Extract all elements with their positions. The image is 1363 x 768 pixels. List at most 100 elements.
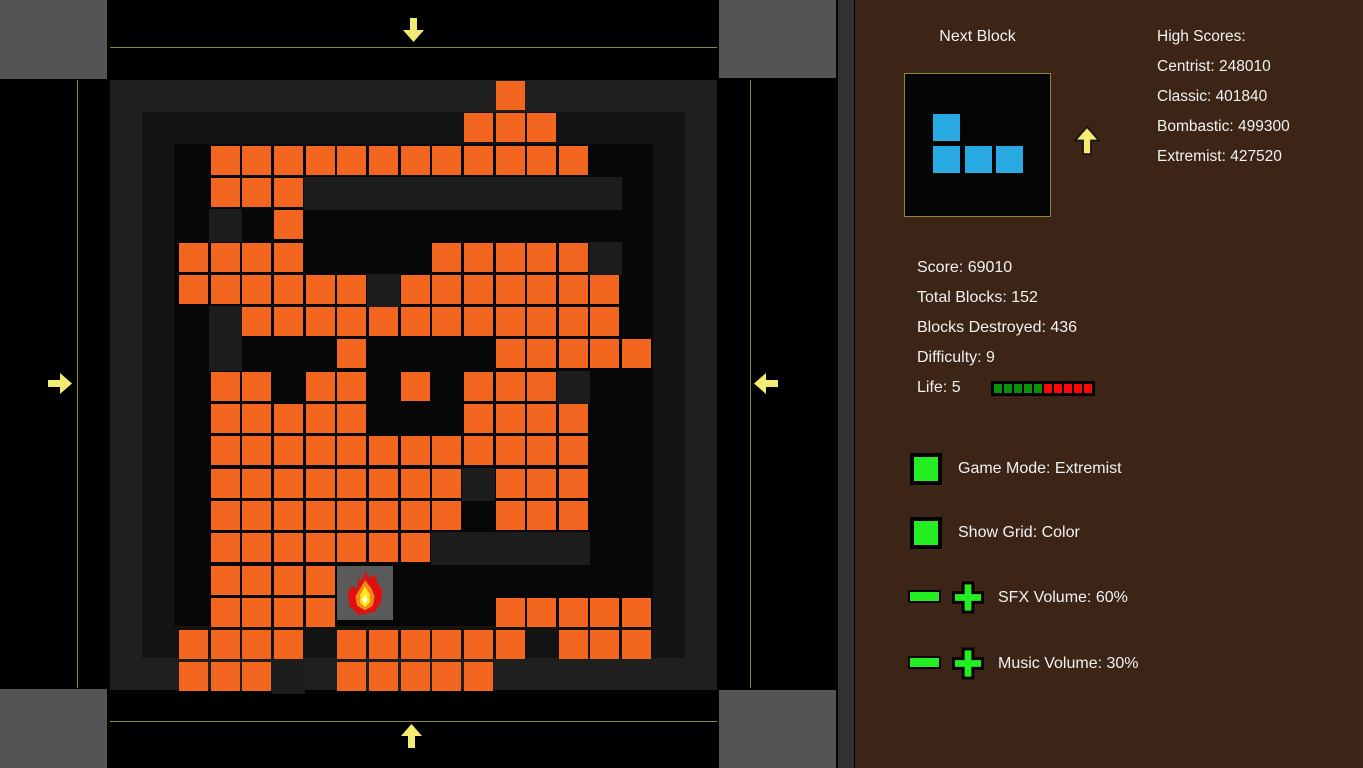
orange-block [527, 468, 557, 498]
music-volume-decrease-button[interactable] [908, 656, 941, 669]
orange-block [273, 597, 303, 627]
orange-block [368, 436, 398, 466]
orange-block [179, 274, 208, 304]
next-block-cell [933, 145, 960, 173]
orange-block [242, 500, 272, 530]
orange-block [179, 630, 208, 660]
orange-block [527, 371, 557, 401]
orange-block [368, 533, 398, 563]
empty-gray-cell [272, 661, 306, 695]
orange-block [400, 145, 430, 175]
empty-gray-cell [367, 176, 401, 210]
orange-block [273, 468, 303, 498]
orange-block [622, 630, 652, 660]
orange-block [527, 242, 557, 272]
sfx-volume-label: SFX Volume: 60% [998, 588, 1128, 606]
sfx-volume-increase-button[interactable] [951, 581, 985, 614]
orange-block [337, 630, 367, 660]
empty-gray-cell [367, 273, 401, 307]
orange-block [400, 371, 430, 401]
stat-total-blocks: Total Blocks: 152 [917, 289, 1038, 306]
orange-block [590, 597, 620, 627]
orange-block [400, 468, 430, 498]
music-volume-increase-button[interactable] [951, 647, 985, 680]
orange-block [463, 630, 493, 660]
game-mode-toggle-button[interactable] [910, 453, 942, 485]
orange-block [558, 500, 588, 530]
empty-gray-cell [494, 176, 527, 210]
empty-gray-cell [557, 532, 591, 566]
orange-block [368, 307, 398, 337]
orange-block [432, 662, 462, 692]
orange-block [305, 371, 335, 401]
sfx-volume-decrease-button[interactable] [908, 590, 941, 603]
orange-block [337, 500, 367, 530]
life-segment-full [1034, 384, 1042, 393]
life-segment-full [1024, 384, 1032, 393]
empty-gray-cell [209, 209, 243, 243]
game-board[interactable] [110, 80, 717, 695]
orange-block [337, 404, 367, 433]
flame-icon [347, 570, 383, 616]
corner-block-bottom-right [719, 690, 836, 768]
orange-block [210, 242, 240, 272]
orange-block [242, 177, 272, 207]
empty-gray-cell [494, 532, 527, 566]
empty-gray-cell [335, 176, 369, 210]
life-segment-empty [1084, 384, 1092, 393]
next-block-title: Next Block [939, 28, 1016, 45]
orange-block [273, 436, 303, 466]
orange-block [305, 307, 335, 337]
orange-block [368, 500, 398, 530]
orange-block [337, 274, 367, 304]
empty-gray-cell [430, 532, 464, 566]
orange-block [273, 630, 303, 660]
orange-block [400, 630, 430, 660]
orange-block [495, 371, 525, 401]
next-block-cell [964, 145, 992, 173]
empty-gray-cell [557, 370, 591, 404]
orange-block [400, 436, 430, 466]
orange-block [495, 630, 525, 660]
orange-block [242, 242, 272, 272]
orange-block [210, 533, 240, 563]
orange-block [179, 242, 208, 272]
orange-block [273, 242, 303, 272]
orange-block [463, 307, 493, 337]
stat-blocks-destroyed: Blocks Destroyed: 436 [917, 319, 1078, 336]
orange-block [273, 210, 303, 240]
orange-block [495, 436, 525, 466]
life-bar [991, 381, 1095, 396]
orange-block [622, 339, 652, 369]
guide-line-top [110, 47, 717, 48]
orange-block [242, 371, 272, 401]
orange-block [495, 81, 525, 110]
orange-block [273, 404, 303, 433]
orange-block [558, 436, 588, 466]
empty-gray-cell [462, 532, 496, 566]
orange-block [432, 436, 462, 466]
orange-block [400, 500, 430, 530]
high-scores-title: High Scores: [1157, 28, 1246, 45]
orange-block [305, 597, 335, 627]
orange-block [305, 404, 335, 433]
next-block-cell [933, 114, 960, 141]
orange-block [527, 436, 557, 466]
orange-block [242, 533, 272, 563]
orange-block [527, 145, 557, 175]
info-panel: Next Block High Scores: Centrist: 248010… [855, 0, 1363, 768]
orange-block [463, 274, 493, 304]
orange-block [305, 500, 335, 530]
orange-block [305, 145, 335, 175]
life-segment-full [994, 384, 1002, 393]
orange-block [305, 436, 335, 466]
high-score-extremist: Extremist: 427520 [1157, 148, 1282, 165]
orange-block [432, 307, 462, 337]
orange-block [210, 662, 240, 692]
orange-block [337, 662, 367, 692]
life-segment-full [1004, 384, 1012, 393]
show-grid-toggle-button[interactable] [910, 517, 942, 549]
orange-block [242, 404, 272, 433]
orange-block [273, 177, 303, 207]
orange-block [242, 662, 272, 692]
